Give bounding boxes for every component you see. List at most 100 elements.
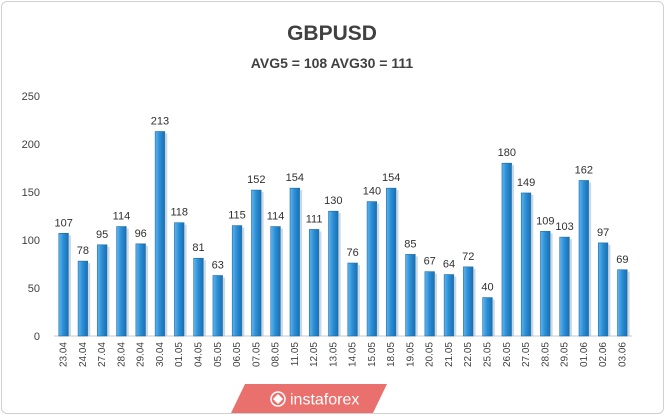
- data-label: 85: [404, 238, 416, 250]
- x-tick-label: 30.04: [155, 342, 166, 367]
- bar: [154, 131, 166, 337]
- data-label: 107: [54, 217, 72, 229]
- data-label: 152: [247, 174, 265, 186]
- data-label: 103: [555, 221, 573, 233]
- y-axis: 0 50 100 150 200 250: [22, 91, 40, 343]
- bar: [347, 262, 358, 337]
- bar-shadow: [280, 228, 283, 336]
- y-tick-label: 50: [28, 283, 40, 295]
- bar-shadow: [415, 256, 418, 336]
- x-tick-label: 26.05: [502, 342, 513, 367]
- bar: [501, 162, 512, 337]
- x-axis-ticks: 23.04 24.04 27.04 28.04 29.04 30.04 01.05 04.05…: [59, 342, 629, 367]
- x-tick-label: 25.05: [483, 342, 494, 367]
- bar-shadow: [473, 268, 476, 336]
- x-tick-label: 01.06: [579, 342, 590, 367]
- x-tick-label: 13.05: [328, 342, 339, 367]
- bar: [231, 225, 243, 337]
- bar: [116, 226, 127, 337]
- bar: [212, 275, 223, 337]
- x-tick-label: 24.04: [78, 342, 89, 367]
- bar-shadow: [318, 231, 322, 336]
- y-tick-label: 200: [22, 139, 40, 151]
- bar: [597, 242, 609, 337]
- bar: [289, 187, 300, 337]
- bar-shadow: [222, 277, 226, 336]
- bar-shadow: [145, 245, 149, 336]
- data-label: 63: [212, 260, 224, 272]
- bar-shadow: [530, 194, 534, 336]
- data-label: 154: [286, 172, 304, 184]
- bar-shadow: [357, 265, 360, 336]
- watermark-banner: [231, 384, 387, 413]
- bar-shadow: [550, 233, 553, 336]
- bar: [366, 201, 378, 337]
- data-label: 140: [363, 186, 381, 198]
- data-label: 95: [96, 229, 108, 241]
- data-label: 149: [517, 177, 535, 189]
- bar-shadow: [569, 239, 572, 336]
- bar-shadow: [511, 165, 515, 336]
- data-label: 130: [324, 195, 342, 207]
- data-label: 67: [424, 256, 436, 268]
- data-label: 109: [536, 215, 554, 227]
- bar-shadow: [261, 192, 264, 336]
- x-tick-label: 11.05: [290, 342, 301, 367]
- x-tick-label: 21.05: [444, 342, 455, 367]
- y-tick-label: 100: [22, 235, 40, 247]
- data-label: 114: [113, 211, 131, 223]
- bar: [328, 210, 339, 337]
- bar-shadow: [299, 190, 303, 336]
- bar-shadow: [126, 228, 129, 336]
- x-tick-label: 27.04: [97, 342, 108, 367]
- data-label: 213: [151, 116, 169, 128]
- bar-shadow: [627, 271, 630, 336]
- y-tick-label: 150: [22, 187, 40, 199]
- bar: [463, 266, 474, 337]
- data-label: 154: [382, 172, 400, 184]
- chart-title: GBPUSD: [287, 22, 377, 45]
- x-tick-label: 06.05: [232, 342, 243, 367]
- bar: [540, 231, 551, 337]
- watermark: instaforex: [231, 384, 387, 413]
- bar: [482, 297, 493, 337]
- bar-shadow: [338, 213, 341, 336]
- bar: [386, 187, 397, 337]
- bar: [58, 232, 69, 337]
- bar: [405, 254, 416, 337]
- data-label: 96: [135, 228, 147, 240]
- x-tick-label: 18.05: [386, 342, 397, 367]
- bar: [193, 257, 204, 337]
- x-tick-label: 28.05: [540, 342, 551, 367]
- bar: [424, 271, 435, 337]
- bar: [97, 244, 108, 337]
- x-tick-label: 04.05: [194, 342, 205, 367]
- x-tick-label: 27.05: [521, 342, 532, 367]
- bar-shadow: [106, 246, 110, 336]
- bar-shadow: [184, 224, 187, 336]
- bar: [135, 243, 146, 337]
- chart-subtitle: AVG5 = 108 AVG30 = 111: [251, 55, 414, 71]
- x-tick-label: 19.05: [405, 342, 416, 367]
- y-tick-label: 0: [34, 331, 40, 343]
- bar: [174, 222, 185, 337]
- bar-shadow: [68, 235, 71, 336]
- x-tick-label: 12.05: [309, 342, 320, 367]
- x-tick-label: 22.05: [463, 342, 474, 367]
- x-tick-label: 01.05: [174, 342, 185, 367]
- data-label: 69: [616, 254, 628, 266]
- data-label: 72: [462, 251, 474, 263]
- x-tick-label: 07.05: [251, 342, 262, 367]
- bar-shadow: [164, 133, 168, 336]
- data-label: 162: [575, 164, 593, 176]
- x-tick-label: 15.05: [367, 342, 378, 367]
- watermark-text: instaforex: [290, 392, 359, 409]
- data-label: 40: [481, 282, 493, 294]
- bar-shadow: [453, 276, 457, 336]
- bar: [251, 189, 262, 337]
- data-label: 81: [192, 242, 204, 254]
- x-tick-label: 14.05: [348, 342, 359, 367]
- x-tick-label: 29.05: [560, 342, 571, 367]
